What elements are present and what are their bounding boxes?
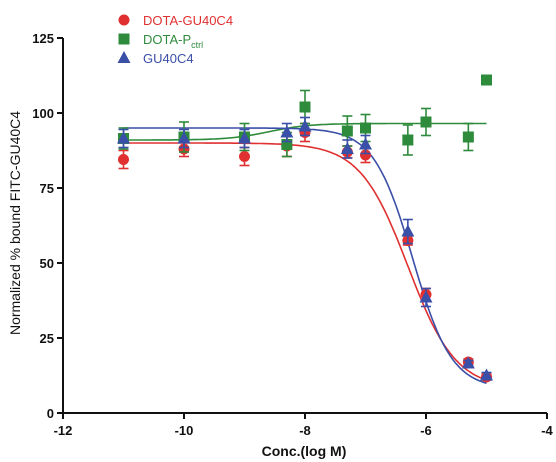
x-tick-label: -6 bbox=[420, 423, 432, 438]
x-tick-label: -12 bbox=[54, 423, 73, 438]
x-tick-label: -8 bbox=[299, 423, 311, 438]
data-point-triangle bbox=[359, 137, 372, 150]
legend-label: GU40C4 bbox=[143, 51, 194, 66]
data-point-square bbox=[402, 134, 414, 146]
x-tick-label: -4 bbox=[541, 423, 553, 438]
x-tick-label: -10 bbox=[175, 423, 194, 438]
data-point-triangle bbox=[340, 142, 354, 154]
legend-marker bbox=[117, 51, 131, 63]
axes: -12 -10 -8 -6 -4 0 25 50 75 100 125 bbox=[32, 31, 553, 438]
data-point-triangle bbox=[461, 356, 475, 369]
data-point-square bbox=[341, 125, 353, 137]
y-tick-label: 125 bbox=[32, 31, 54, 46]
data-point-circle bbox=[360, 149, 371, 161]
data-point-triangle bbox=[280, 125, 294, 138]
legend-marker bbox=[118, 33, 130, 45]
x-axis-title: Conc.(log M) bbox=[262, 443, 347, 459]
y-axis-title: Normalized % bound FITC-GU40C4 bbox=[7, 111, 23, 335]
data-point-square bbox=[360, 122, 371, 134]
y-tick-label: 75 bbox=[40, 181, 54, 196]
fit-curves bbox=[123, 122, 487, 384]
legend-label: DOTA-GU40C4 bbox=[143, 13, 233, 28]
legend-marker bbox=[118, 14, 130, 26]
data-point-triangle bbox=[177, 131, 191, 144]
data-point-square bbox=[462, 131, 474, 143]
y-tick-label: 25 bbox=[40, 331, 54, 346]
legend-label-subscript: ctrl bbox=[191, 40, 203, 50]
data-point-square bbox=[281, 139, 293, 150]
data-point-circle bbox=[118, 154, 129, 165]
legend-label: DOTA-Pctrl bbox=[143, 32, 203, 50]
data-point-square bbox=[299, 101, 311, 113]
y-tick-label: 100 bbox=[32, 106, 54, 121]
data-point-circle bbox=[239, 151, 250, 162]
data-point-triangle bbox=[238, 131, 251, 144]
data-point-triangle bbox=[298, 119, 312, 132]
fit-curve bbox=[123, 142, 487, 381]
data-points bbox=[117, 74, 493, 383]
y-tick-label: 0 bbox=[47, 406, 54, 421]
data-point-square bbox=[420, 116, 432, 128]
data-point-square bbox=[481, 74, 492, 86]
y-tick-label: 50 bbox=[40, 256, 54, 271]
data-point-triangle bbox=[401, 224, 415, 237]
data-point-triangle bbox=[117, 131, 130, 144]
data-point-triangle bbox=[480, 368, 493, 381]
data-point-triangle bbox=[419, 290, 433, 303]
fit-curve bbox=[123, 127, 487, 384]
